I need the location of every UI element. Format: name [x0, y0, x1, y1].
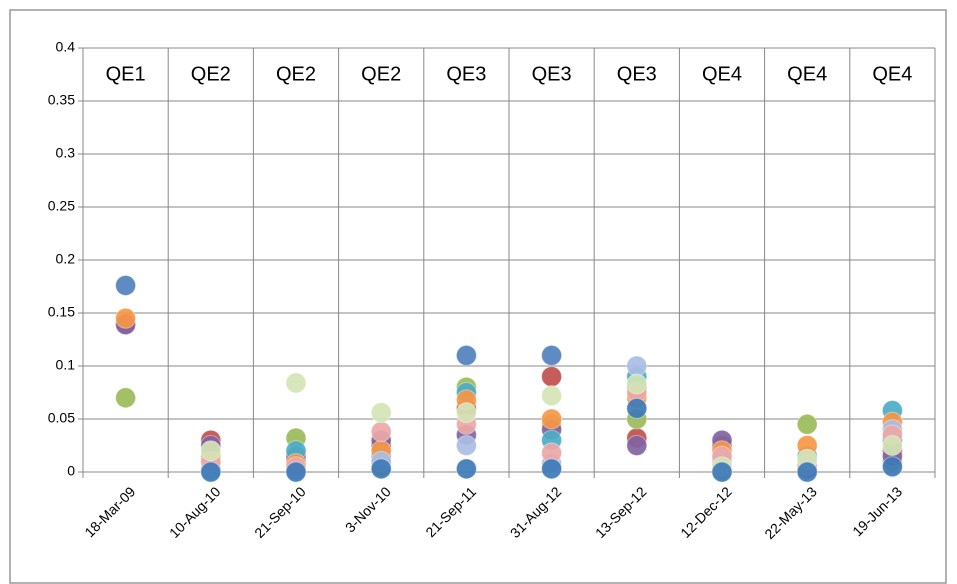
point — [285, 372, 307, 394]
point — [626, 373, 648, 395]
point — [626, 435, 648, 456]
point — [541, 344, 563, 366]
point — [455, 458, 477, 480]
point — [541, 408, 563, 430]
chart-frame — [9, 9, 947, 584]
column-label: QE3 — [532, 63, 572, 85]
y-tick-label: 0.05 — [48, 410, 75, 426]
y-tick-label: 0.1 — [56, 357, 76, 373]
point — [115, 307, 137, 329]
point — [796, 461, 818, 483]
point — [285, 461, 307, 483]
y-tick-label: 0.3 — [56, 145, 76, 161]
column-label: QE2 — [276, 63, 316, 85]
y-tick-label: 0.4 — [56, 39, 76, 55]
point — [541, 366, 563, 388]
point — [796, 413, 818, 435]
point — [455, 402, 477, 424]
column-label: QE4 — [787, 63, 827, 85]
column-label: QE3 — [617, 63, 657, 85]
point — [200, 440, 222, 462]
point — [370, 402, 392, 424]
y-tick-label: 0 — [67, 463, 75, 479]
y-tick-label: 0.2 — [56, 251, 76, 267]
point — [455, 435, 477, 456]
point — [370, 421, 392, 443]
column-label: QE2 — [191, 63, 231, 85]
point — [370, 458, 392, 480]
point — [200, 461, 222, 483]
column-label: QE2 — [361, 63, 401, 85]
point — [881, 435, 903, 456]
point — [541, 385, 563, 407]
point — [626, 355, 648, 377]
point — [455, 344, 477, 366]
point — [711, 461, 733, 483]
point — [881, 456, 903, 478]
y-tick-label: 0.25 — [48, 198, 75, 214]
point — [115, 274, 137, 296]
y-tick-label: 0.15 — [48, 304, 75, 320]
y-tick-label: 0.35 — [48, 92, 75, 108]
column-label: QE1 — [106, 63, 146, 85]
point — [541, 458, 563, 480]
point — [626, 397, 648, 419]
column-label: QE4 — [702, 63, 742, 85]
column-label: QE4 — [872, 63, 912, 85]
column-label: QE3 — [446, 63, 486, 85]
point — [115, 387, 137, 409]
